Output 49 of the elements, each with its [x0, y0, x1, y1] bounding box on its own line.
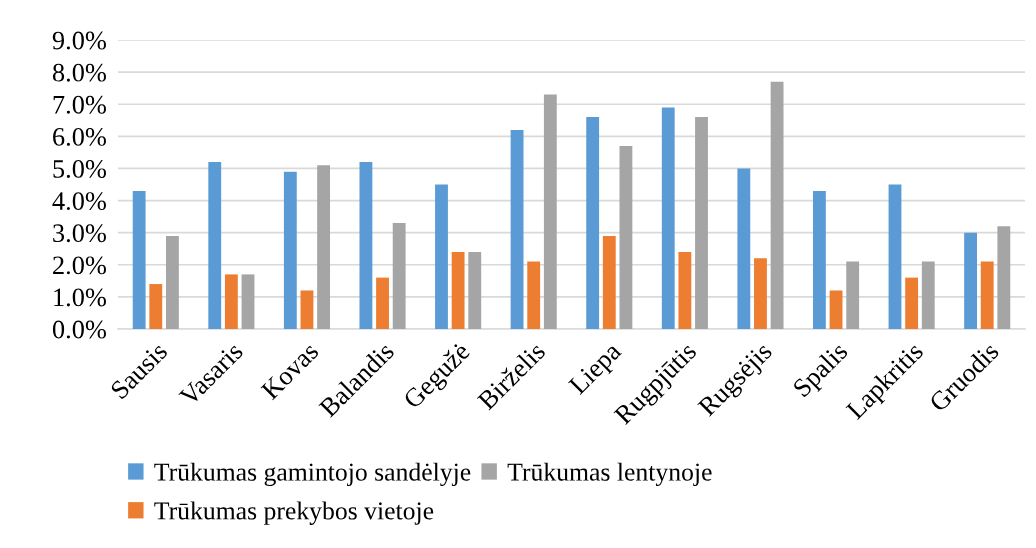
y-tick-label: 7.0%: [53, 95, 106, 114]
bar: [468, 251, 482, 329]
bar: [695, 117, 708, 329]
bar: [208, 162, 222, 329]
bar: [359, 162, 373, 329]
bar: [770, 81, 784, 329]
bar: [376, 277, 389, 329]
legend-label: Trūkumas prekybos vietoje: [154, 501, 434, 525]
bar: [300, 290, 314, 329]
y-tick-label: 5.0%: [53, 160, 106, 178]
bar: [451, 251, 465, 329]
bar: [964, 232, 977, 329]
bar: [737, 168, 751, 329]
y-tick-label: 8.0%: [52, 63, 106, 82]
bar: [921, 261, 935, 329]
bar: [619, 145, 633, 329]
bar: [846, 261, 860, 329]
bar: [812, 190, 826, 329]
bar: [888, 184, 902, 329]
bar: [754, 258, 767, 329]
legend-label: Trūkumas gamintojo sandėlyje: [154, 462, 471, 487]
bar: [661, 107, 675, 329]
bar: [527, 261, 541, 329]
bar: [543, 94, 557, 329]
bar: [132, 190, 146, 329]
y-tick-label: 4.0%: [52, 192, 106, 211]
bar: [602, 235, 616, 329]
bar: [392, 223, 406, 329]
bar: [905, 277, 919, 329]
y-tick-label: 2.0%: [53, 256, 106, 275]
y-tick-label: 0.0%: [52, 320, 106, 339]
bar: [510, 129, 524, 329]
legend-label: Trūkumas lentynoje: [507, 462, 712, 487]
bar: [149, 284, 163, 329]
bar: [317, 165, 331, 329]
bar: [166, 235, 179, 329]
bar: [997, 226, 1011, 329]
bar: [829, 290, 843, 329]
bar: [678, 251, 692, 329]
y-tick-label: 3.0%: [53, 224, 106, 243]
y-tick-label: 1.0%: [54, 288, 106, 307]
y-tick-label: 9.0%: [52, 31, 106, 50]
bar: [435, 184, 448, 329]
y-tick-label: 6.0%: [53, 127, 106, 146]
bar: [241, 274, 255, 329]
bar: [586, 117, 600, 329]
bar: [224, 274, 238, 329]
bar: [980, 261, 994, 329]
bar: [283, 171, 297, 329]
